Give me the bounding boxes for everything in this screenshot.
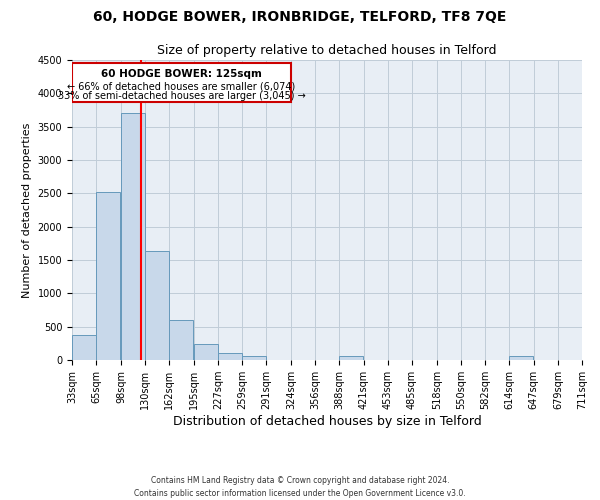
Bar — [145, 252, 169, 360]
Title: Size of property relative to detached houses in Telford: Size of property relative to detached ho… — [157, 44, 497, 58]
Bar — [96, 192, 120, 360]
Text: ← 66% of detached houses are smaller (6,074): ← 66% of detached houses are smaller (6,… — [67, 82, 296, 92]
Bar — [509, 356, 533, 360]
X-axis label: Distribution of detached houses by size in Telford: Distribution of detached houses by size … — [173, 415, 481, 428]
Text: Contains HM Land Registry data © Crown copyright and database right 2024.
Contai: Contains HM Land Registry data © Crown c… — [134, 476, 466, 498]
Text: 60, HODGE BOWER, IRONBRIDGE, TELFORD, TF8 7QE: 60, HODGE BOWER, IRONBRIDGE, TELFORD, TF… — [94, 10, 506, 24]
Bar — [194, 344, 218, 360]
Bar — [121, 114, 145, 360]
Bar — [242, 356, 266, 360]
Text: 33% of semi-detached houses are larger (3,045) →: 33% of semi-detached houses are larger (… — [58, 91, 305, 101]
Bar — [72, 62, 291, 102]
Y-axis label: Number of detached properties: Number of detached properties — [22, 122, 32, 298]
Bar — [218, 354, 242, 360]
Bar — [72, 334, 96, 360]
Bar — [339, 356, 363, 360]
Bar — [169, 320, 193, 360]
Text: 60 HODGE BOWER: 125sqm: 60 HODGE BOWER: 125sqm — [101, 68, 262, 78]
